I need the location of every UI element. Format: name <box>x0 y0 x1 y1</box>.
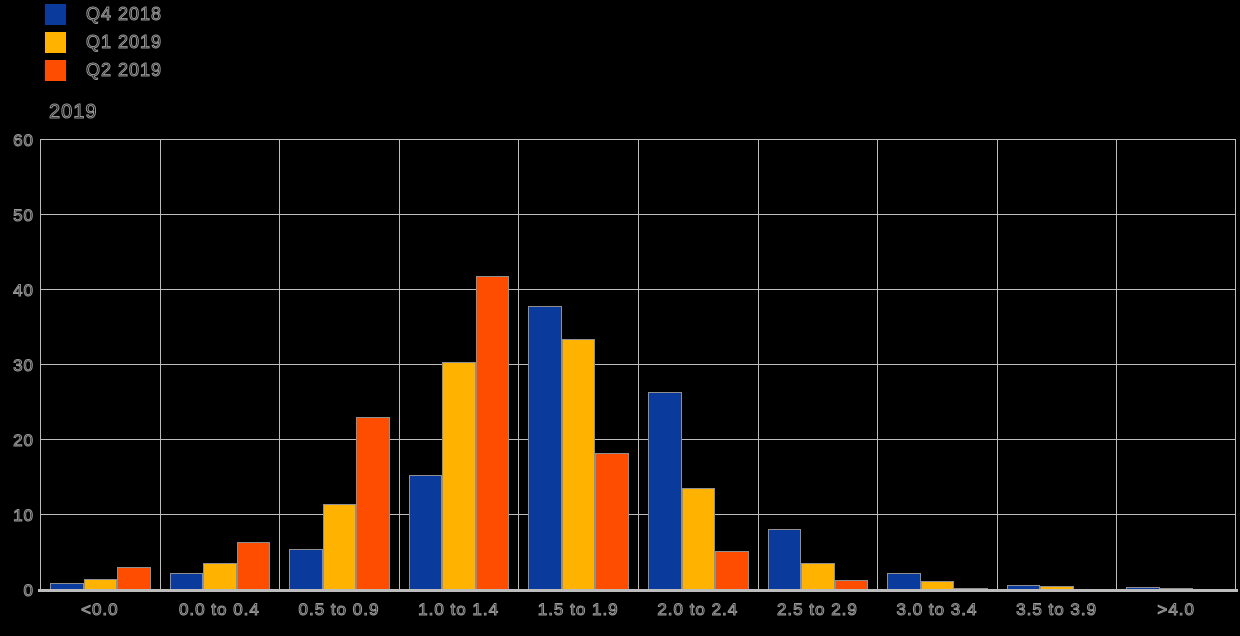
x-axis-tick-label: <0.0 <box>81 600 119 620</box>
bar <box>475 276 510 590</box>
gridline-vertical <box>160 140 161 590</box>
gridline-vertical <box>1235 140 1236 590</box>
gridline-vertical <box>997 140 998 590</box>
x-axis-tick-label: 1.0 to 1.4 <box>418 600 500 620</box>
bar-group <box>759 529 878 590</box>
bar <box>169 573 204 590</box>
chart-title: 2019 <box>49 101 98 124</box>
bar <box>561 339 596 590</box>
gridline-vertical <box>518 140 519 590</box>
bar <box>767 529 802 590</box>
bar <box>681 488 716 590</box>
bar <box>442 362 476 590</box>
y-axis-tick-label: 10 <box>13 506 34 526</box>
legend-label: Q1 2019 <box>85 32 163 53</box>
y-axis-tick-label: 50 <box>13 206 34 226</box>
bar-group <box>400 276 519 590</box>
bar <box>920 581 955 590</box>
plot-area <box>40 139 1236 591</box>
gridline-horizontal <box>40 139 1236 140</box>
x-axis-tick-label: 2.5 to 2.9 <box>776 600 858 620</box>
x-axis-tick-label: >4.0 <box>1157 600 1195 620</box>
gridline-vertical <box>279 140 280 590</box>
bar <box>322 504 357 590</box>
bar-group <box>41 567 160 590</box>
bar <box>801 563 835 590</box>
legend-label: Q2 2019 <box>85 60 163 81</box>
bar <box>408 475 443 590</box>
bar <box>1006 585 1041 590</box>
bar-group <box>161 542 280 590</box>
legend-label: Q4 2018 <box>85 4 163 25</box>
bar <box>83 579 118 590</box>
bar <box>1126 587 1160 590</box>
bar <box>289 549 323 590</box>
y-axis-tick-label: 0 <box>23 581 34 601</box>
legend: Q4 2018 Q1 2019 Q2 2019 <box>45 3 163 88</box>
gridline-vertical <box>758 140 759 590</box>
legend-item: Q4 2018 <box>45 3 163 25</box>
legend-swatch-icon <box>45 3 66 25</box>
y-axis-tick-label: 60 <box>13 131 34 151</box>
y-axis-tick-label: 20 <box>13 431 34 451</box>
y-axis-tick-label: 40 <box>13 281 34 301</box>
bar <box>117 567 151 590</box>
bar-group <box>280 417 399 590</box>
x-axis-line <box>38 589 1238 592</box>
bar <box>236 542 271 590</box>
bar <box>887 573 921 590</box>
bar <box>203 563 237 590</box>
gridline-vertical <box>399 140 400 590</box>
bar <box>50 583 84 590</box>
gridline-vertical <box>1116 140 1117 590</box>
bar <box>528 306 562 590</box>
x-axis-tick-label: 0.0 to 0.4 <box>178 600 260 620</box>
bar-group <box>878 573 997 590</box>
x-axis-tick-label: 0.5 to 0.9 <box>298 600 380 620</box>
x-axis-tick-label: 1.5 to 1.9 <box>537 600 619 620</box>
bar-group <box>639 392 758 590</box>
bar <box>648 392 682 590</box>
legend-item: Q1 2019 <box>45 31 163 53</box>
x-axis-tick-label: 2.0 to 2.4 <box>657 600 739 620</box>
y-axis-tick-label: 30 <box>13 356 34 376</box>
gridline-vertical <box>638 140 639 590</box>
legend-swatch-icon <box>45 31 66 53</box>
bar <box>595 453 629 590</box>
bar <box>834 580 869 590</box>
x-axis-tick-label: 3.5 to 3.9 <box>1016 600 1098 620</box>
bar <box>715 551 749 590</box>
gridline-vertical <box>40 140 41 590</box>
bar <box>1040 586 1074 590</box>
gridline-vertical <box>877 140 878 590</box>
bar <box>356 417 390 590</box>
x-axis-tick-label: 3.0 to 3.4 <box>896 600 978 620</box>
bar-group <box>519 306 638 590</box>
legend-item: Q2 2019 <box>45 59 163 81</box>
legend-swatch-icon <box>45 59 66 81</box>
